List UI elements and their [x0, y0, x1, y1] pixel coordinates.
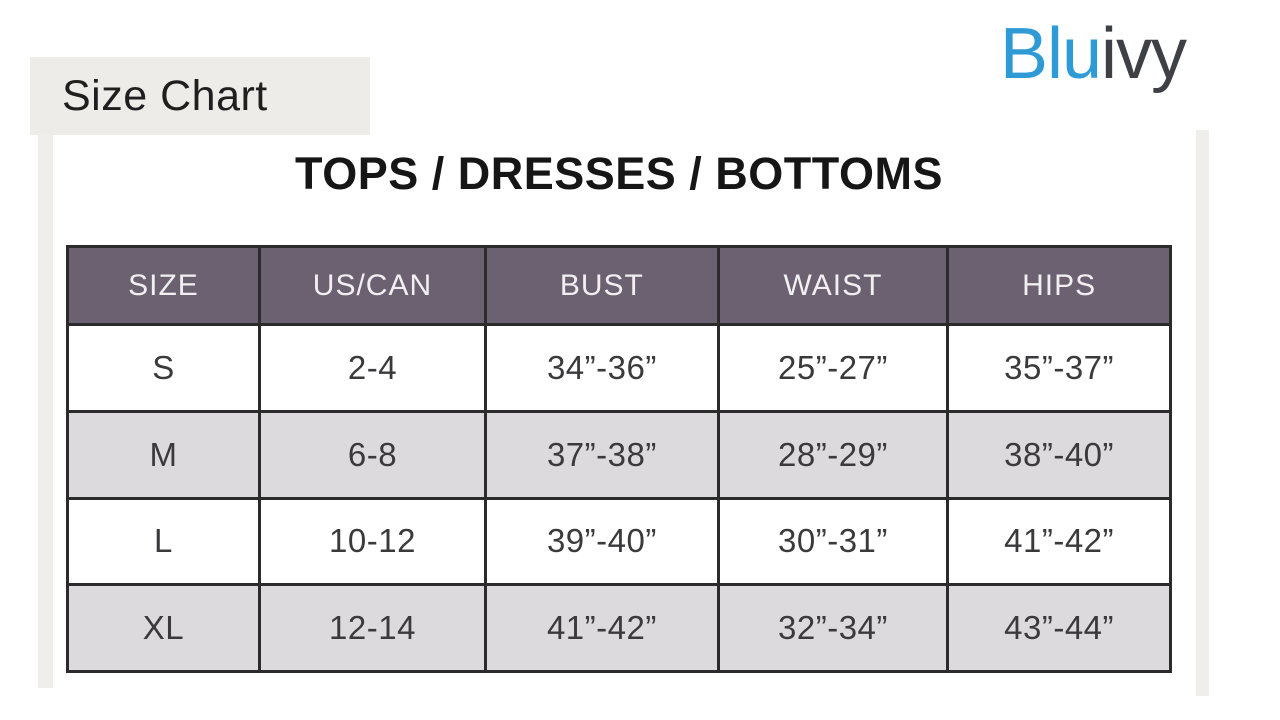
cell-uscan: 10-12 [257, 496, 488, 587]
cell-hips: 43”-44” [946, 583, 1172, 673]
cell-bust: 34”-36” [484, 323, 720, 413]
col-header-hips: HIPS [946, 245, 1172, 326]
page-edge-right [1196, 130, 1209, 696]
col-header-size: SIZE [66, 245, 261, 326]
size-chart-label-box: Size Chart [30, 57, 370, 135]
cell-uscan: 2-4 [257, 323, 488, 413]
cell-hips: 35”-37” [946, 323, 1172, 413]
size-table-container: SIZE US/CAN BUST WAIST HIPS S 2-4 34”-36… [66, 245, 1172, 673]
table-row-s: S 2-4 34”-36” 25”-27” 35”-37” [66, 323, 1172, 413]
cell-hips: 38”-40” [946, 409, 1172, 500]
cell-uscan: 12-14 [257, 583, 488, 673]
size-chart-label: Size Chart [62, 71, 268, 120]
table-row-m: M 6-8 37”-38” 28”-29” 38”-40” [66, 409, 1172, 500]
cell-waist: 28”-29” [716, 409, 950, 500]
page-edge-left [38, 58, 53, 688]
brand-logo-blu: Blu [999, 14, 1102, 94]
cell-size: L [66, 496, 261, 587]
cell-hips: 41”-42” [946, 496, 1172, 587]
cell-bust: 39”-40” [484, 496, 720, 587]
cell-bust: 37”-38” [484, 409, 720, 500]
header-row: SIZE US/CAN BUST WAIST HIPS [66, 245, 1172, 326]
col-header-bust: BUST [484, 245, 720, 326]
cell-size: S [66, 323, 261, 413]
table-row-l: L 10-12 39”-40” 30”-31” 41”-42” [66, 496, 1172, 587]
cell-size: XL [66, 583, 261, 673]
cell-size: M [66, 409, 261, 500]
brand-logo-ivy: ivy [1101, 14, 1187, 94]
col-header-waist: WAIST [716, 245, 950, 326]
table-row-xl: XL 12-14 41”-42” 32”-34” 43”-44” [66, 583, 1172, 673]
cell-uscan: 6-8 [257, 409, 488, 500]
col-header-uscan: US/CAN [257, 245, 488, 326]
cell-waist: 25”-27” [716, 323, 950, 413]
cell-bust: 41”-42” [484, 583, 720, 673]
cell-waist: 32”-34” [716, 583, 950, 673]
cell-waist: 30”-31” [716, 496, 950, 587]
brand-logo: Bluivy [999, 8, 1187, 102]
size-table: SIZE US/CAN BUST WAIST HIPS S 2-4 34”-36… [66, 245, 1172, 673]
table-title: TOPS / DRESSES / BOTTOMS [295, 148, 943, 199]
